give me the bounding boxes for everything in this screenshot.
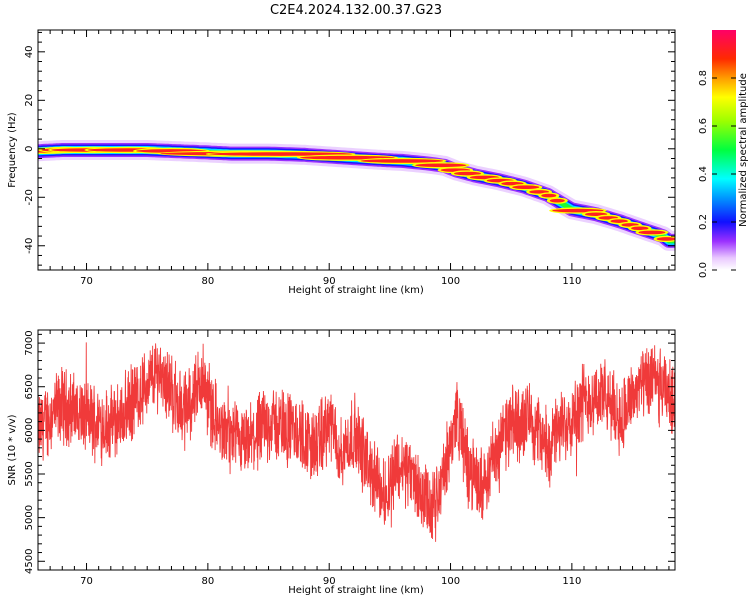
top-x-tick-label: 70 xyxy=(80,276,93,287)
colorbar-tick-label: 0.2 xyxy=(698,214,709,230)
top-x-tick-label: 80 xyxy=(201,276,214,287)
bottom-x-tick-label: 90 xyxy=(323,576,336,587)
colorbar-label: Normalized spectral amplitude xyxy=(738,73,749,227)
snr-panel: 70 80 90 100 110 4500 5000 5500 6000 6500 7000 He… xyxy=(7,329,676,596)
top-x-tick-label: 110 xyxy=(562,276,581,287)
ridge-peak xyxy=(299,155,395,160)
colorbar-tick-label: 0.8 xyxy=(698,70,709,86)
ridge-peak xyxy=(549,198,565,203)
top-y-tick-label: 0 xyxy=(24,146,35,152)
colorbar-ticks: 0.0 0.2 0.4 0.6 0.8 xyxy=(698,70,736,278)
top-x-tick-label: 90 xyxy=(323,276,336,287)
ridge-peak xyxy=(541,193,557,198)
colorbar-tick-label: 0.4 xyxy=(698,166,709,182)
bottom-y-tick-label: 7000 xyxy=(24,330,35,355)
ridge-peak xyxy=(360,159,444,163)
bottom-y-tick-label: 5500 xyxy=(24,461,35,486)
snr-frame xyxy=(37,329,676,571)
ridge-blue-band xyxy=(38,144,675,247)
top-x-axis-label: Height of straight line (km) xyxy=(288,285,424,296)
colorbar-tick-label: 0.6 xyxy=(698,118,709,134)
top-y-tick-label: 20 xyxy=(24,94,35,107)
spectrogram-frame xyxy=(37,29,676,271)
colorbar: 0.0 0.2 0.4 0.6 0.8 Normalized spectral ampl… xyxy=(698,30,749,278)
ridge-peak xyxy=(638,230,666,235)
top-y-tick-label: -40 xyxy=(24,238,35,254)
snr-series-line xyxy=(38,342,675,542)
ridge-peak xyxy=(208,152,353,156)
colorbar-gradient xyxy=(712,30,736,270)
top-x-tick-label: 100 xyxy=(441,276,460,287)
ridge-core-spots xyxy=(38,146,675,243)
bottom-x-ticks: 70 80 90 100 110 xyxy=(37,330,670,587)
top-y-tick-label: -20 xyxy=(24,189,35,205)
ridge-peak xyxy=(610,219,628,223)
ridge-peak xyxy=(631,226,649,231)
bottom-x-tick-label: 80 xyxy=(201,576,214,587)
bottom-x-tick-label: 70 xyxy=(80,576,93,587)
bottom-x-tick-label: 100 xyxy=(441,576,460,587)
spectrogram-ridge xyxy=(38,140,675,251)
ridge-peak xyxy=(453,171,482,176)
bottom-y-tick-label: 6500 xyxy=(24,374,35,399)
ridge-peak xyxy=(656,237,675,241)
top-y-ticks: -40 -20 0 20 40 xyxy=(24,31,675,266)
bottom-y-axis-label: SNR (10 * v/v) xyxy=(7,414,18,485)
ridge-peak xyxy=(512,185,540,190)
bottom-y-tick-label: 6000 xyxy=(24,418,35,443)
bottom-x-tick-label: 110 xyxy=(562,576,581,587)
top-y-tick-label: 40 xyxy=(24,45,35,58)
top-y-axis-label: Frequency (Hz) xyxy=(7,112,18,188)
colorbar-tick-label: 0.0 xyxy=(698,262,709,278)
bottom-x-axis-label: Height of straight line (km) xyxy=(288,585,424,596)
ridge-peak xyxy=(415,163,467,168)
bottom-y-tick-label: 4500 xyxy=(24,549,35,574)
spectrogram-panel: 70 80 90 100 110 -40 -20 0 20 40 Height of strai… xyxy=(7,29,676,296)
bottom-y-tick-label: 5000 xyxy=(24,505,35,530)
figure-title: C2E4.2024.132.00.37.G23 xyxy=(270,3,442,18)
top-x-ticks: 70 80 90 100 110 xyxy=(37,30,670,287)
bottom-y-ticks: 4500 5000 5500 6000 6500 7000 xyxy=(24,330,675,574)
